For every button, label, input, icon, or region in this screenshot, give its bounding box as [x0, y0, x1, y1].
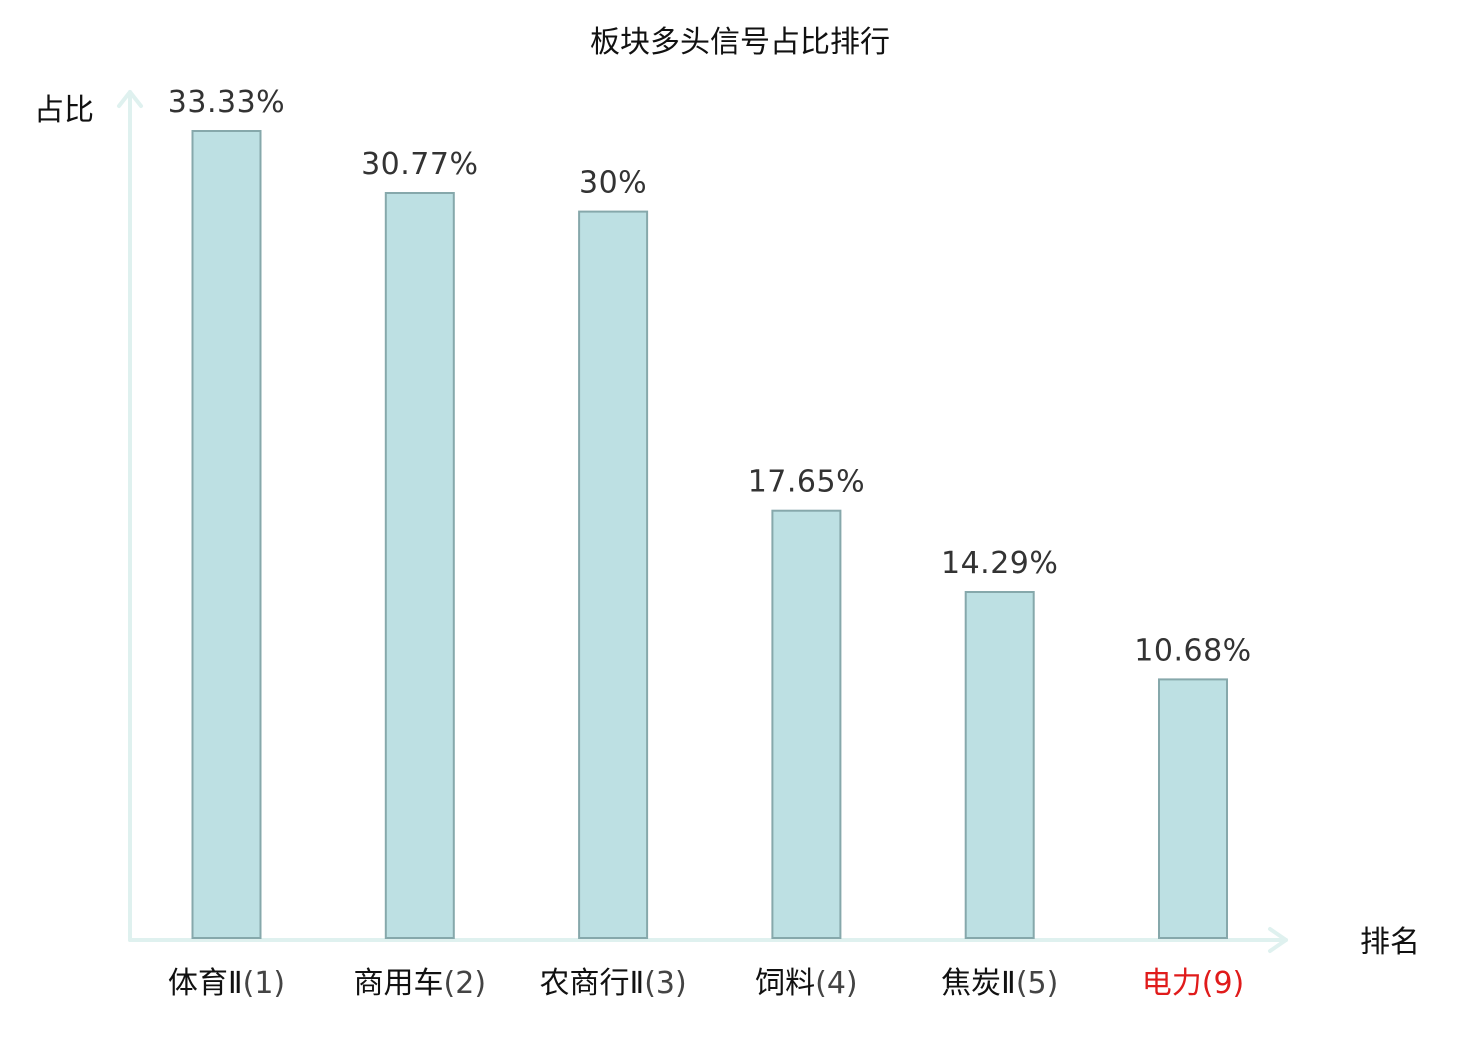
bar-4 — [771, 509, 842, 939]
category-label-2: 商用车(2) — [354, 966, 487, 1001]
x-axis-label: 排名 — [1360, 925, 1420, 960]
category-rank: (2) — [444, 966, 487, 1001]
value-label-1: 33.33% — [168, 85, 285, 120]
value-label-5: 14.29% — [941, 546, 1058, 581]
y-axis-arrow-icon — [117, 90, 143, 108]
category-label-3: 农商行Ⅱ(3) — [539, 966, 686, 1001]
category-name: 饲料 — [755, 966, 815, 1001]
value-labels-group: 33.33% 30.77% 30% 17.65% 14.29% 10.68% — [168, 85, 1251, 668]
category-rank: (9) — [1202, 966, 1245, 1001]
category-label-1: 体育Ⅱ(1) — [168, 966, 285, 1001]
x-axis-arrow-icon — [1268, 927, 1288, 953]
value-label-3: 30% — [579, 166, 647, 201]
category-label-5: 焦炭Ⅱ(5) — [941, 966, 1058, 1001]
category-rank: (5) — [1016, 966, 1058, 1001]
axes — [117, 90, 1288, 953]
category-name: 焦炭Ⅱ — [941, 966, 1016, 1001]
y-axis-label: 占比 — [34, 93, 94, 128]
category-name: 商用车 — [354, 966, 444, 1001]
bar-2 — [384, 192, 455, 939]
category-name: 体育Ⅱ — [168, 966, 243, 1001]
value-label-6: 10.68% — [1134, 633, 1251, 668]
category-rank: (1) — [243, 966, 286, 1001]
category-rank: (4) — [815, 966, 858, 1001]
category-name: 农商行Ⅱ — [539, 966, 644, 1001]
bar-5 — [964, 591, 1035, 939]
bar-1 — [191, 130, 262, 939]
category-labels-group: 体育Ⅱ(1) 商用车(2) 农商行Ⅱ(3) 饲料(4) 焦炭Ⅱ(5) 电力(9) — [168, 966, 1244, 1001]
category-label-4: 饲料(4) — [755, 966, 858, 1001]
category-name: 电力 — [1142, 966, 1202, 1001]
bar-3 — [578, 210, 649, 940]
bar-6 — [1158, 678, 1228, 940]
chart-title: 板块多头信号占比排行 — [590, 25, 890, 60]
value-label-2: 30.77% — [361, 147, 478, 182]
bars-group — [191, 130, 1228, 940]
value-label-4: 17.65% — [748, 465, 865, 500]
category-rank: (3) — [644, 966, 687, 1001]
category-label-6: 电力(9) — [1142, 966, 1245, 1001]
